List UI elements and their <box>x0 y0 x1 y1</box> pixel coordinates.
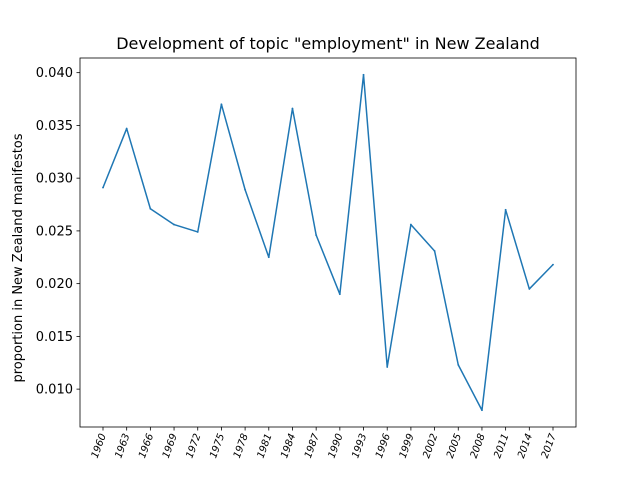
data-point-1990 <box>338 293 341 296</box>
y-tick-label: 0.015 <box>36 330 73 345</box>
y-axis-label: proportion in New Zealand manifestos <box>11 133 26 382</box>
data-point-1972 <box>196 231 199 233</box>
data-point-1981 <box>267 256 270 259</box>
data-point-1978 <box>244 188 247 191</box>
data-point-1975 <box>220 103 223 106</box>
data-point-1984 <box>291 107 294 110</box>
data-point-2014 <box>528 288 531 290</box>
data-point-1993 <box>362 73 365 76</box>
data-point-2011 <box>504 208 507 211</box>
data-point-1987 <box>315 234 318 237</box>
data-point-1969 <box>173 223 175 226</box>
y-tick-label: 0.040 <box>36 66 73 81</box>
data-point-1966 <box>149 207 152 210</box>
y-tick-label: 0.010 <box>36 383 73 398</box>
data-point-2005 <box>457 363 460 366</box>
data-point-1999 <box>409 223 412 226</box>
chart-title: Development of topic "employment" in New… <box>116 34 540 53</box>
series-line-0 <box>102 74 554 411</box>
data-point-2002 <box>433 250 436 252</box>
y-tick-label: 0.035 <box>36 119 73 134</box>
data-point-1963 <box>125 127 128 130</box>
data-point-2008 <box>481 409 483 412</box>
y-tick-label: 0.020 <box>36 277 73 292</box>
data-point-1960 <box>102 186 104 189</box>
data-point-1996 <box>386 366 389 368</box>
y-tick-label: 0.030 <box>36 172 73 187</box>
y-tick-label: 0.025 <box>36 224 73 239</box>
axes-frame <box>79 57 577 428</box>
data-point-2017 <box>552 263 554 266</box>
